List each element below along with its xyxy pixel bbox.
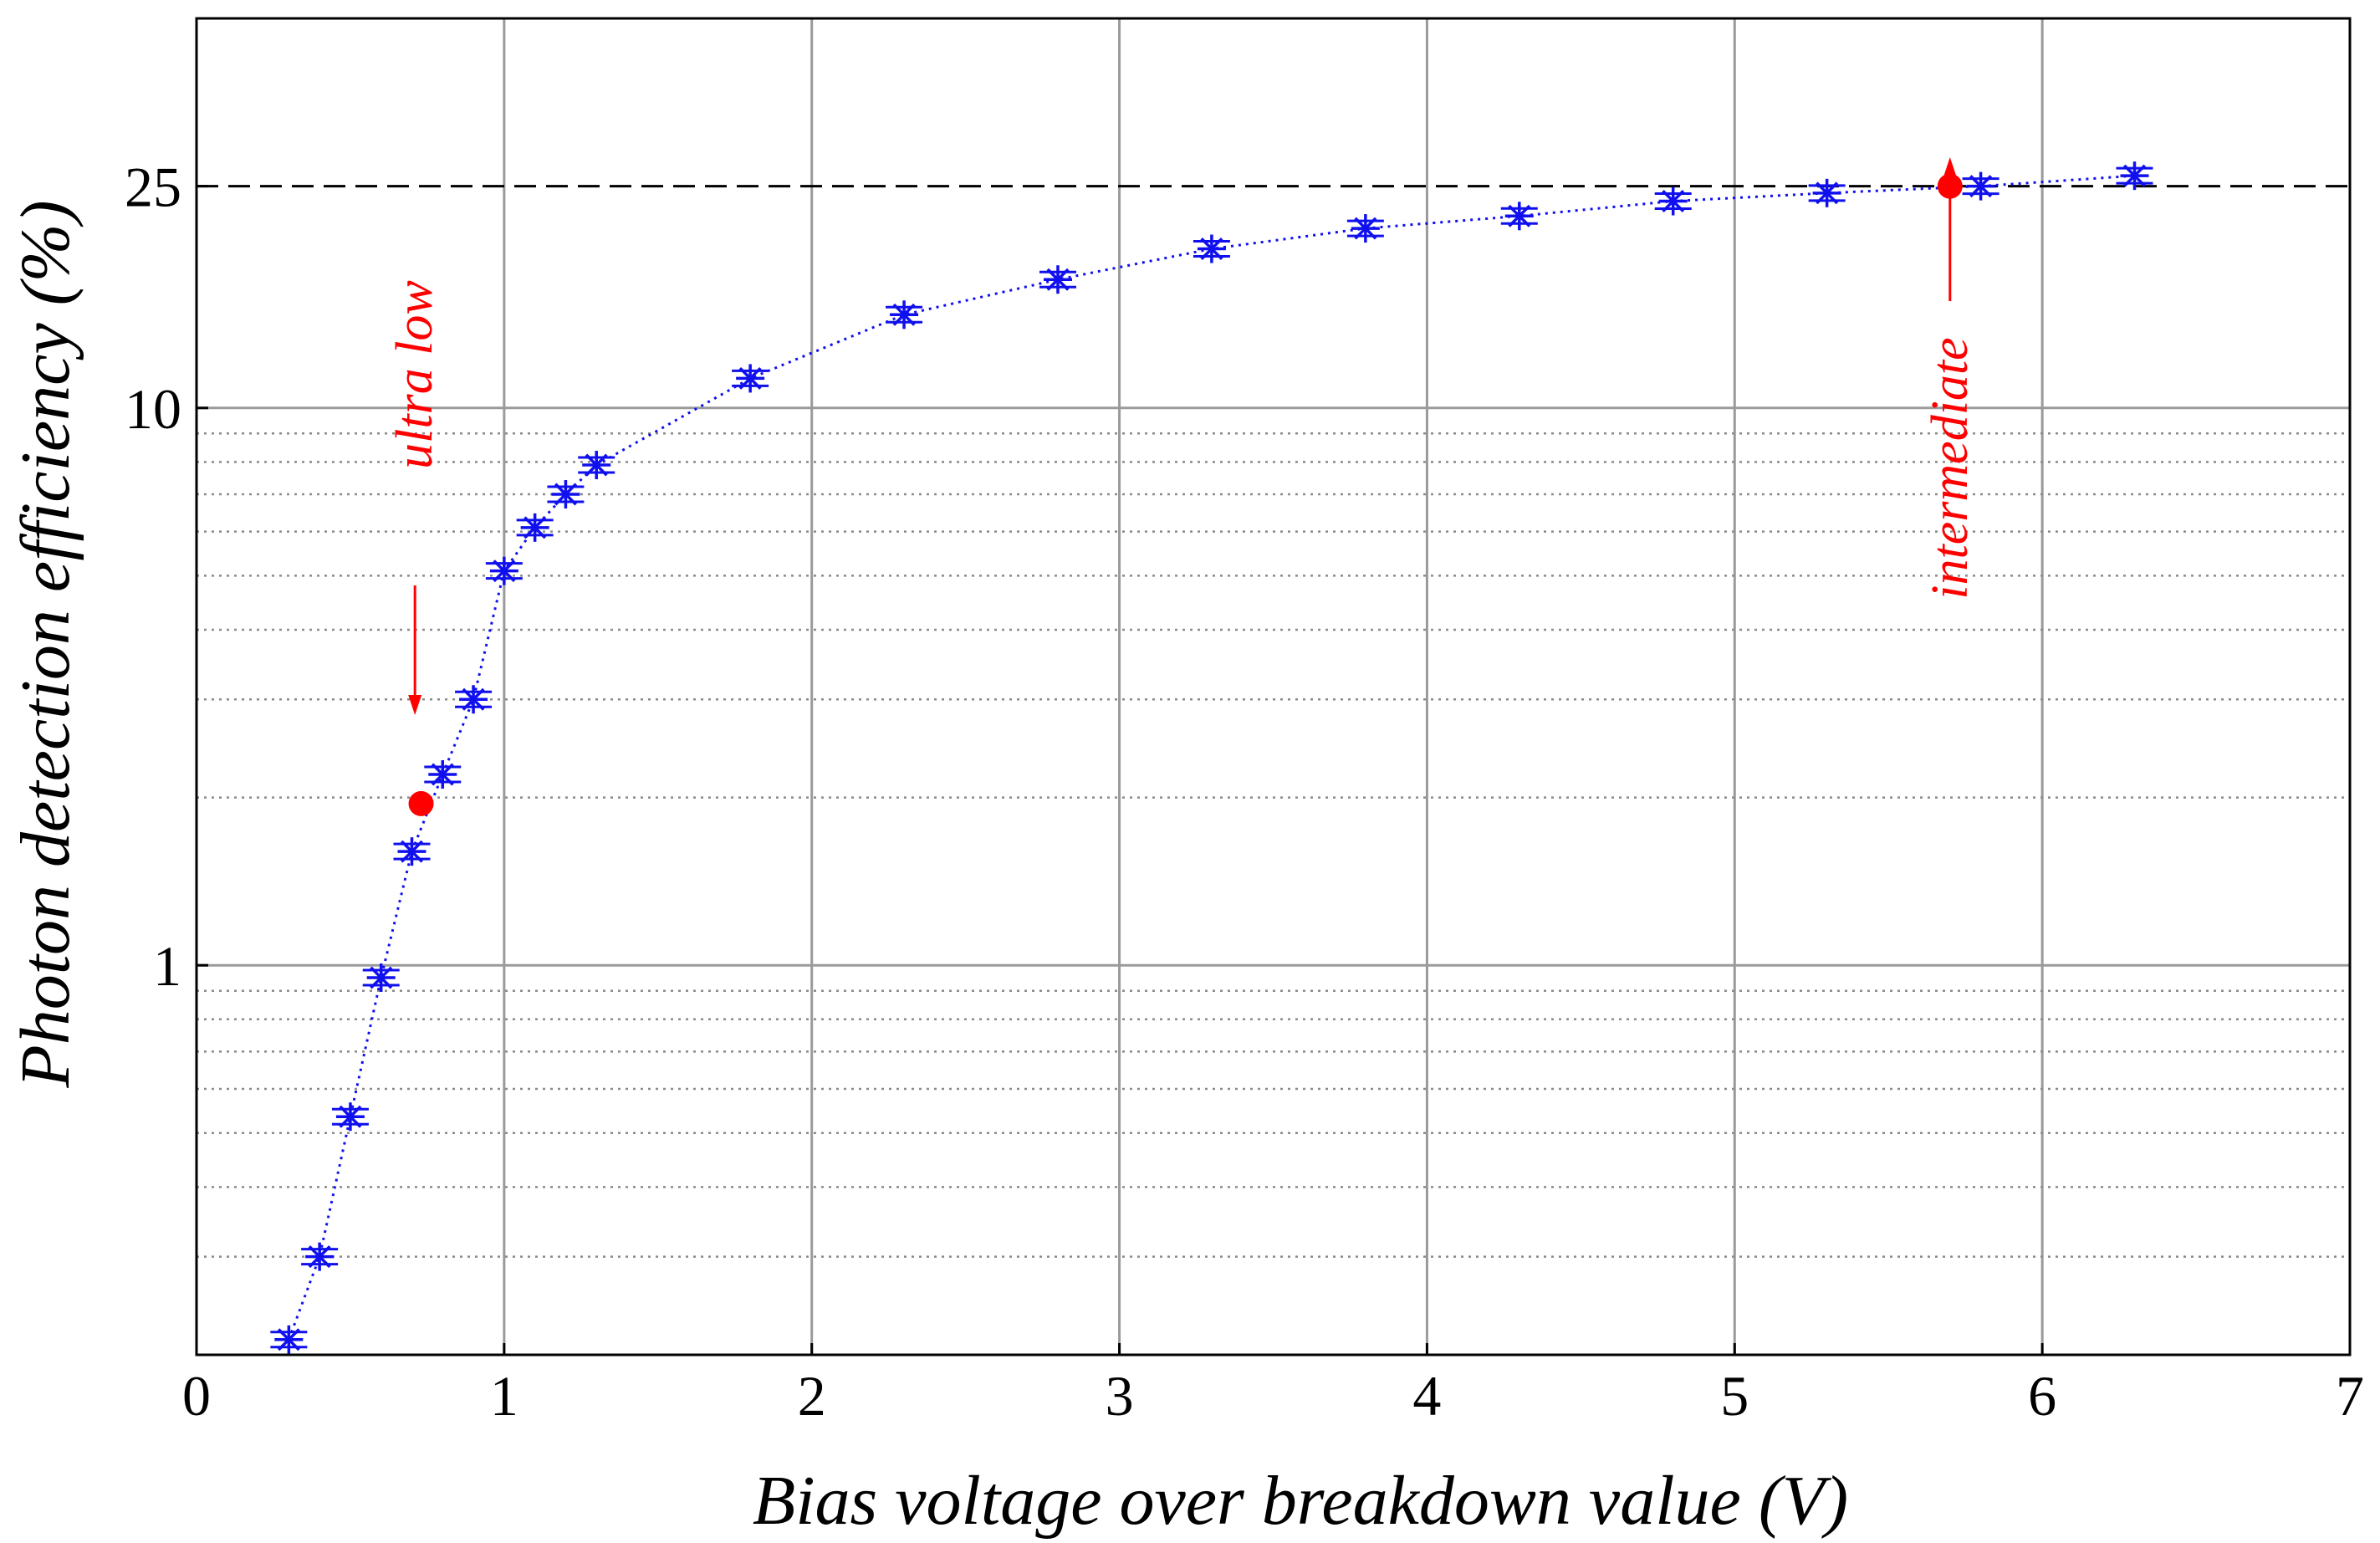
data-point	[547, 480, 585, 509]
highlight-dot	[408, 790, 434, 816]
data-point	[516, 513, 554, 542]
highlight-points: ultra low intermediate	[386, 157, 1979, 816]
y-axis-title: Photon detection efficiency (%)	[7, 200, 84, 1088]
x-tick-label: 5	[1720, 1364, 1749, 1428]
x-tick-label: 3	[1106, 1364, 1134, 1428]
data-point	[1654, 186, 1692, 216]
data-point	[1808, 178, 1846, 207]
highlight-label: ultra low	[386, 280, 443, 469]
x-axis-title: Bias voltage over breakdown value (V)	[753, 1462, 1848, 1540]
data-point	[2116, 161, 2153, 191]
y-tick-label: 25	[125, 156, 181, 219]
data-series	[270, 161, 2153, 1354]
x-tick-label: 0	[182, 1364, 211, 1428]
data-point	[301, 1242, 339, 1271]
x-tick-label: 1	[490, 1364, 518, 1428]
highlight-arrowhead	[408, 695, 422, 715]
grid-lines	[195, 18, 2352, 1355]
data-point	[393, 837, 431, 866]
data-point	[1500, 202, 1538, 231]
data-point	[331, 1102, 369, 1132]
data-point	[1193, 234, 1230, 263]
highlight-arrowhead	[1943, 157, 1957, 177]
data-point	[1039, 265, 1076, 294]
data-point	[732, 364, 769, 393]
plot-frame	[195, 17, 2352, 1357]
data-point	[485, 556, 523, 585]
series-line	[287, 174, 2135, 1341]
data-point	[362, 963, 400, 993]
data-point	[270, 1325, 308, 1354]
data-point	[424, 760, 462, 789]
x-tick-label: 7	[2336, 1364, 2364, 1428]
y-tick-labels: 1 10 25	[125, 156, 208, 998]
data-point	[455, 685, 493, 714]
highlight-label: intermediate	[1922, 337, 1979, 599]
x-tick-labels: 0 1 2 3 4 5 6 7	[182, 1343, 2364, 1428]
y-tick-label: 10	[125, 377, 181, 441]
data-point	[578, 451, 615, 480]
x-tick-label: 2	[798, 1364, 826, 1428]
data-point	[886, 300, 923, 330]
data-point	[1346, 214, 1384, 243]
data-point	[1962, 171, 2000, 201]
x-tick-label: 6	[2028, 1364, 2056, 1428]
x-tick-label: 4	[1412, 1364, 1441, 1428]
plot-border	[195, 17, 2352, 1357]
y-tick-label: 1	[153, 934, 181, 998]
